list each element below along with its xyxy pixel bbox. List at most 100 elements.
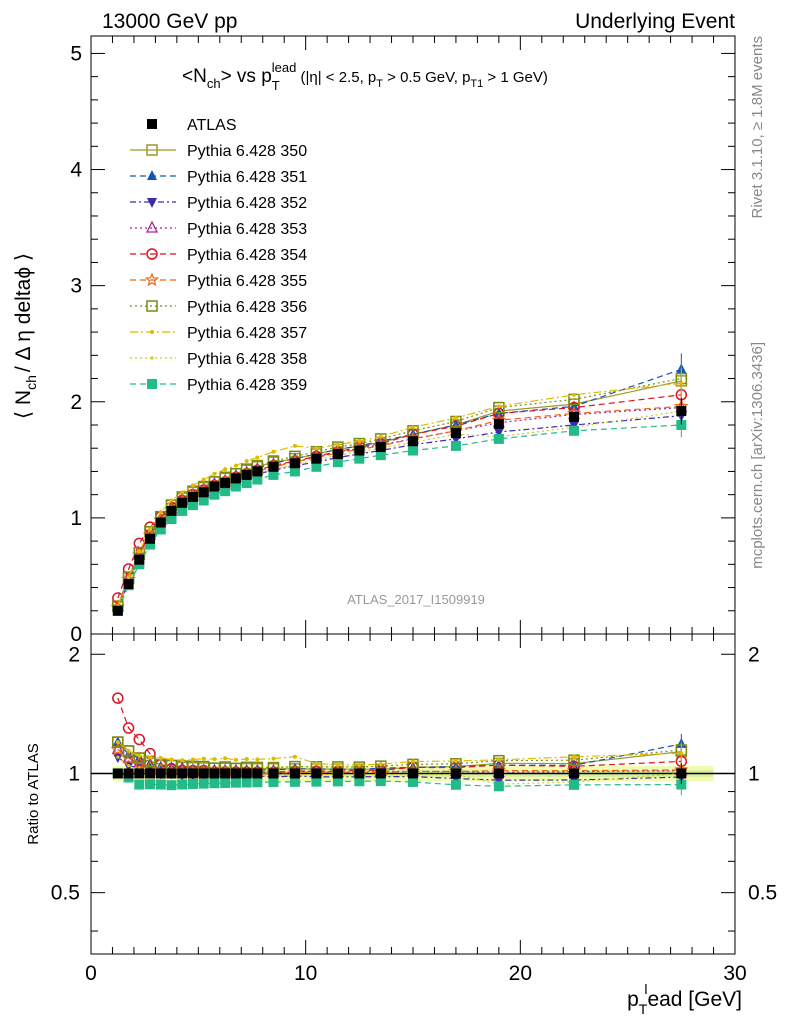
title-sub2: T bbox=[272, 78, 280, 93]
title-cut: (|η| < 2.5, p bbox=[296, 69, 376, 86]
legend-entry-label: Pythia 6.428 351 bbox=[187, 169, 307, 186]
series-8-point bbox=[255, 455, 260, 460]
series-10-point bbox=[450, 440, 461, 451]
series-8-ratio-point bbox=[453, 758, 458, 763]
title-cut-end: > 1 GeV) bbox=[483, 69, 548, 86]
series-7 bbox=[112, 363, 688, 612]
series-7-ratio-point bbox=[112, 736, 124, 748]
chart-title: <Nch> vs pTlead (|η| < 2.5, pT > 0.5 GeV… bbox=[182, 60, 548, 93]
series-0-point bbox=[209, 481, 220, 492]
ratio-tick-label: 2 bbox=[68, 643, 80, 666]
series-3-ratio-point bbox=[493, 776, 504, 787]
series-8-point bbox=[169, 498, 174, 503]
legend-entry-label: Pythia 6.428 350 bbox=[187, 143, 307, 160]
series-10-ratio-point bbox=[134, 779, 145, 790]
series-0-ratio-point bbox=[241, 768, 252, 779]
series-0-ratio-point bbox=[332, 768, 343, 779]
series-0-ratio-point bbox=[375, 768, 386, 779]
legend-entry-label: Pythia 6.428 356 bbox=[187, 299, 307, 316]
series-10-point bbox=[493, 433, 504, 444]
title-main-mid: > vs p bbox=[221, 66, 272, 87]
series-7-ratio-point bbox=[493, 754, 505, 767]
y-axis-label-post: / Δ η deltaϕ ⟩ bbox=[12, 253, 35, 372]
series-10-ratio-point bbox=[145, 779, 156, 790]
series-0-ratio-point bbox=[134, 768, 145, 779]
series-0 bbox=[112, 397, 687, 616]
series-8-point bbox=[314, 446, 319, 451]
y-tick-label: 1 bbox=[70, 507, 82, 530]
series-8-ratio-point bbox=[244, 757, 249, 762]
series-0-point bbox=[155, 517, 166, 528]
series-0-ratio-point bbox=[220, 768, 231, 779]
series-0-point bbox=[241, 469, 252, 480]
series-0-point bbox=[134, 554, 145, 565]
ratio-axis-ticks: 0.5 0.51 12 20 10 20 30 bbox=[51, 634, 777, 985]
series-8-ratio-point bbox=[169, 757, 174, 762]
legend-marker bbox=[146, 144, 158, 156]
series-8-point bbox=[572, 392, 576, 397]
series-8-ratio bbox=[115, 740, 684, 767]
ratio-tick-label-right: 1 bbox=[748, 762, 760, 785]
title-cut-sub2: T1 bbox=[470, 78, 483, 90]
ratio-plot-frame bbox=[90, 633, 736, 955]
title-sup2: lead bbox=[272, 60, 297, 75]
series-0-point bbox=[145, 533, 156, 544]
series-10-point bbox=[145, 539, 156, 550]
y-tick-label: 2 bbox=[70, 391, 82, 414]
series-3-point bbox=[493, 427, 504, 438]
series-8-point bbox=[292, 443, 297, 448]
series-8-point bbox=[137, 549, 142, 554]
series-0-ratio-point bbox=[493, 768, 504, 779]
series-0-ratio-point bbox=[112, 768, 123, 779]
series-8-ratio-point bbox=[201, 756, 206, 761]
analysis-watermark: ATLAS_2017_I1509919 bbox=[347, 592, 485, 607]
series-10-ratio-point bbox=[241, 777, 252, 788]
series-0-point bbox=[493, 418, 504, 429]
y-tick-label: 4 bbox=[70, 159, 82, 182]
series-9-line bbox=[117, 410, 682, 609]
series-8-ratio-point bbox=[496, 757, 501, 762]
legend-entry-label: Pythia 6.428 354 bbox=[187, 247, 307, 264]
series-10-ratio-point bbox=[187, 778, 198, 789]
series-8-ratio-point bbox=[233, 757, 238, 762]
series-8-point bbox=[233, 463, 238, 468]
series-0-ratio-point bbox=[145, 768, 156, 779]
series-10-point bbox=[408, 445, 418, 456]
series-8-point bbox=[453, 416, 458, 421]
series-10-ratio-point bbox=[375, 776, 386, 787]
x-tick-label: 0 bbox=[85, 962, 97, 985]
header-left: 13000 GeV pp bbox=[102, 10, 237, 33]
series-10-point bbox=[676, 419, 687, 430]
series-0-ratio-point bbox=[230, 768, 241, 779]
series-10-line bbox=[117, 424, 682, 612]
legend-marker bbox=[146, 300, 158, 312]
series-0-point bbox=[112, 605, 123, 616]
series-10-point bbox=[220, 486, 231, 497]
x-axis-label-sup: l bbox=[644, 981, 647, 997]
series-0-ratio-point bbox=[676, 768, 687, 779]
x-axis-label-pre: p bbox=[627, 988, 639, 1011]
series-10-point bbox=[569, 425, 579, 436]
y-tick-label: 3 bbox=[70, 275, 82, 298]
series-6 bbox=[110, 392, 689, 614]
series-5-ratio-point bbox=[122, 722, 135, 734]
series-0-ratio-point bbox=[209, 768, 220, 779]
ratio-tick-label-right: 2 bbox=[748, 643, 760, 666]
series-8-ratio-point bbox=[115, 740, 120, 745]
series-8-ratio-point bbox=[572, 754, 576, 759]
series-8-point bbox=[357, 439, 362, 444]
series-0-ratio-point bbox=[155, 768, 166, 779]
series-0-ratio-point bbox=[354, 768, 365, 779]
y-axis-label-pre: ⟨ N bbox=[12, 390, 35, 419]
mcplots-label: mcplots.cern.ch [arXiv:1306.3436] bbox=[749, 342, 766, 569]
series-0-ratio-point bbox=[166, 768, 177, 779]
series-10-ratio-point bbox=[220, 777, 231, 788]
series-10-point bbox=[187, 500, 198, 511]
series-8-ratio-point bbox=[271, 756, 276, 761]
series-10-point bbox=[354, 453, 365, 464]
series-9-ratio-point bbox=[116, 755, 120, 759]
legend-marker bbox=[147, 170, 157, 180]
series-8-point bbox=[158, 510, 163, 515]
legend-entry-label: Pythia 6.428 352 bbox=[187, 195, 307, 212]
